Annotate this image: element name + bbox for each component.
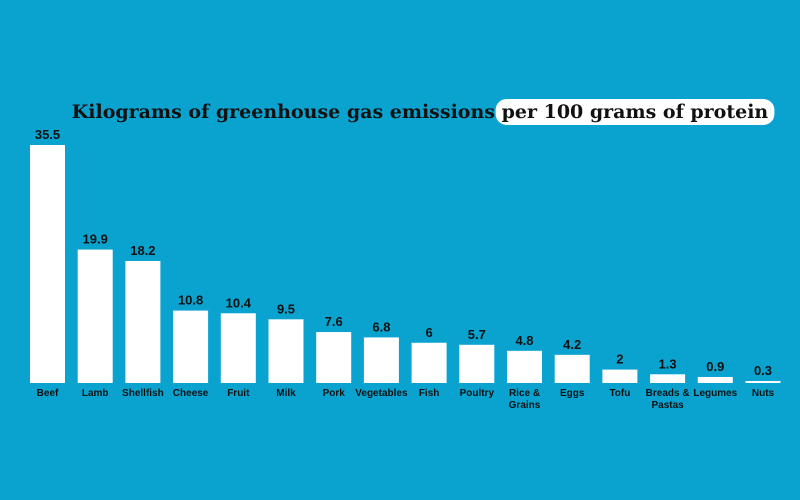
bars-group xyxy=(30,145,781,383)
value-label-breads-and-pastas: 1.3 xyxy=(659,356,677,371)
category-label-legumes: Legumes xyxy=(693,388,737,399)
bar-milk xyxy=(268,319,304,383)
bar-nuts xyxy=(745,380,781,383)
bar-shellfish xyxy=(125,260,161,383)
value-label-cheese: 10.8 xyxy=(178,293,203,308)
category-label-beef: Beef xyxy=(37,388,59,399)
chart-title-text: Kilograms of greenhouse gas emissions pe… xyxy=(72,101,769,123)
category-label-breads-and-pastas: Breads & Pastas xyxy=(646,388,690,411)
bar-eggs xyxy=(554,354,590,383)
value-label-beef: 35.5 xyxy=(35,127,60,142)
category-label-vegetables: Vegetables xyxy=(355,388,408,399)
category-label-pork: Pork xyxy=(323,388,346,399)
value-label-fish: 6 xyxy=(425,325,432,340)
category-labels-group: Beef Lamb Shellfish Cheese Fruit Milk Pork Vege… xyxy=(37,388,775,411)
bar-cheese xyxy=(173,310,209,383)
value-label-pork: 7.6 xyxy=(325,314,343,329)
category-label-eggs: Eggs xyxy=(560,388,585,399)
bar-fish xyxy=(411,342,447,383)
category-label-rice-and-grains: Rice & Grains xyxy=(509,388,541,411)
category-label-cheese: Cheese xyxy=(173,388,209,399)
bar-pork xyxy=(316,332,352,383)
chart-title: Kilograms of greenhouse gas emissions pe… xyxy=(72,99,775,125)
category-label-poultry: Poultry xyxy=(460,388,495,399)
chart-title-highlight: per 100 grams of protein xyxy=(502,101,769,123)
title-highlight-background xyxy=(495,99,775,125)
value-label-vegetables: 6.8 xyxy=(372,319,390,334)
value-label-lamb: 19.9 xyxy=(83,232,108,247)
value-label-tofu: 2 xyxy=(616,352,623,367)
value-label-rice-and-grains: 4.8 xyxy=(515,333,533,348)
chart-title-main: Kilograms of greenhouse gas emissions xyxy=(72,101,495,123)
value-label-eggs: 4.2 xyxy=(563,337,581,352)
category-label-shellfish: Shellfish xyxy=(122,388,164,399)
value-label-fruit: 10.4 xyxy=(226,295,252,310)
category-label-milk: Milk xyxy=(276,388,296,399)
value-label-legumes: 0.9 xyxy=(706,359,724,374)
category-label-nuts: Nuts xyxy=(752,388,775,399)
value-label-nuts: 0.3 xyxy=(754,363,772,378)
bar-tofu xyxy=(602,369,638,383)
category-label-fruit: Fruit xyxy=(227,388,250,399)
value-label-poultry: 5.7 xyxy=(468,327,486,342)
bar-vegetables xyxy=(363,337,399,383)
bar-poultry xyxy=(459,344,495,383)
bar-fruit xyxy=(220,313,256,383)
bar-beef xyxy=(30,145,65,383)
bar-legumes xyxy=(697,376,733,383)
bar-lamb xyxy=(77,249,113,383)
bar-rice-and-grains xyxy=(507,350,542,383)
value-label-shellfish: 18.2 xyxy=(130,243,155,258)
bar-breads-and-pastas xyxy=(650,374,686,383)
value-label-milk: 9.5 xyxy=(277,301,295,316)
category-label-tofu: Tofu xyxy=(609,388,630,399)
value-labels-group: 35.5 19.9 18.2 10.8 10.4 9.5 7.6 6.8 6 5.7 4.8 4.2 2… xyxy=(35,127,772,378)
category-label-fish: Fish xyxy=(419,388,440,399)
category-label-lamb: Lamb xyxy=(82,388,109,399)
